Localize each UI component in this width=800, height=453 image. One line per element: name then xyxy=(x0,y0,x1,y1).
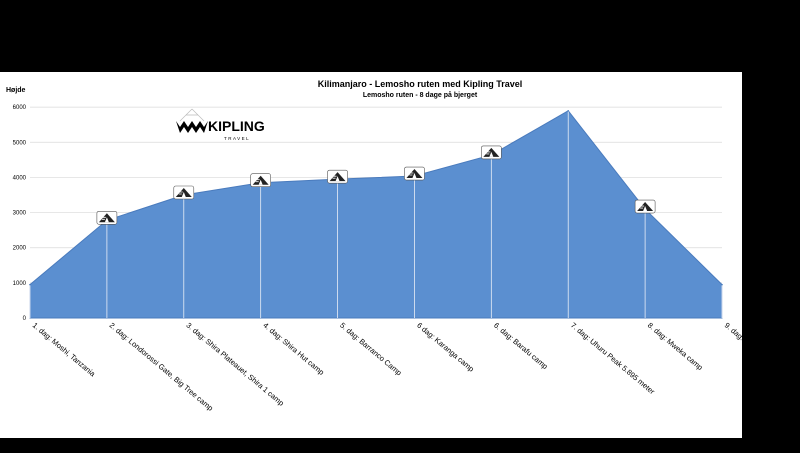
logo-name: KIPLING xyxy=(208,118,265,134)
tent-icon xyxy=(634,199,656,214)
y-axis-ticks: 0 1000 2000 3000 4000 5000 6000 xyxy=(13,105,27,322)
data-point xyxy=(567,110,570,112)
tent-icon xyxy=(327,169,348,184)
chart-title: Kilimanjaro - Lemosho ruten med Kipling … xyxy=(318,79,523,89)
data-point xyxy=(721,283,723,286)
tent-icon xyxy=(481,145,502,160)
y-tick-label: 3000 xyxy=(13,211,27,217)
tent-icon xyxy=(173,185,195,200)
y-tick-label: 1000 xyxy=(13,281,27,287)
chart-subtitle: Lemosho ruten - 8 dage på bjerget xyxy=(363,91,478,99)
y-tick-label: 5000 xyxy=(13,140,27,146)
tent-icon xyxy=(404,166,425,181)
y-tick-label: 4000 xyxy=(13,175,27,181)
logo-tagline: TRAVEL xyxy=(224,136,250,141)
tent-icon xyxy=(96,211,118,225)
y-tick-label: 2000 xyxy=(13,246,27,252)
kipling-logo: KIPLING TRAVEL xyxy=(176,108,265,141)
camp-markers xyxy=(96,145,656,225)
data-point xyxy=(29,283,31,286)
y-tick-label: 0 xyxy=(23,316,27,322)
y-axis-label: Højde xyxy=(6,87,26,94)
kipling-mark-icon xyxy=(176,108,208,133)
tent-icon xyxy=(250,173,271,187)
y-tick-label: 6000 xyxy=(13,105,27,111)
